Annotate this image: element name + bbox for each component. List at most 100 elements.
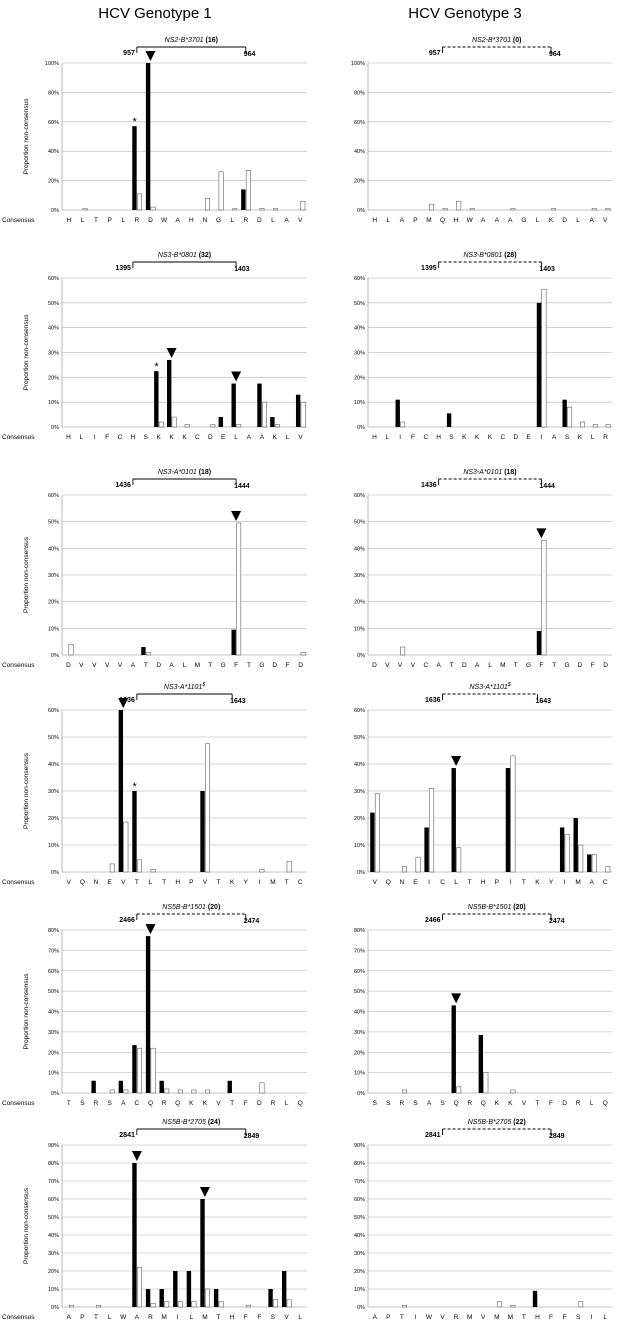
category-label: A — [589, 879, 594, 886]
y-tick-label: 20% — [354, 1050, 365, 1056]
category-label: Q — [148, 1100, 153, 1107]
escape-arrow — [451, 756, 462, 767]
significance-star: * — [133, 116, 138, 128]
category-label: E — [107, 879, 112, 886]
category-label: H — [436, 434, 441, 441]
escape-arrow — [451, 993, 462, 1004]
category-label: F — [244, 1100, 248, 1107]
epitope-start-position: 1395 — [115, 265, 131, 272]
category-label: I — [509, 879, 511, 886]
category-label: H — [230, 1314, 235, 1321]
y-tick-label: 60% — [48, 120, 59, 126]
bar-white — [150, 1047, 156, 1094]
category-label: M — [202, 1314, 207, 1321]
bar-white — [137, 1267, 142, 1308]
y-tick-label: 20% — [354, 375, 365, 381]
y-tick-label: 40% — [48, 546, 59, 552]
bar-white — [137, 1047, 142, 1094]
category-label: F — [234, 662, 238, 669]
category-label: P — [107, 217, 111, 224]
y-tick-label: 0% — [51, 870, 59, 876]
category-label: A — [284, 217, 289, 224]
bar-white — [218, 171, 224, 211]
chart-panel-0-3: 0% 10% 20% 30% 40% 50% 60% Proportion non-conse… — [2, 682, 307, 886]
bar-white — [150, 1303, 156, 1308]
category-label: R — [243, 217, 248, 224]
y-tick-label: 30% — [48, 789, 59, 795]
bar-white — [236, 522, 242, 656]
category-label: R — [467, 1100, 472, 1107]
category-label: C — [118, 434, 123, 441]
chart-panel-1-2: 0%10%20%30%40%50%60%D V V V C A T D A L M T G F T G D F D1… — [354, 469, 612, 669]
epitope-start-position: 2466 — [425, 917, 441, 924]
bar-white — [205, 1288, 210, 1308]
bar-white — [232, 208, 238, 211]
y-tick-label: 0% — [357, 208, 365, 214]
chart-panel-0-1: 0% 10% 20% 30% 40% 50% 60% Proportion non-conse… — [2, 252, 307, 441]
category-label: K — [488, 434, 493, 441]
category-label: F — [549, 1100, 553, 1107]
category-label: S — [576, 1314, 581, 1321]
category-label: T — [230, 1100, 234, 1107]
category-label: F — [257, 1314, 261, 1321]
bar-white — [82, 208, 88, 211]
y-tick-label: 80% — [48, 928, 59, 934]
y-axis-label: Proportion non-consensus — [23, 752, 30, 829]
category-label: V — [203, 879, 208, 886]
category-label: V — [385, 662, 390, 669]
epitope-title: NS3-A*0101 (18) — [463, 469, 516, 476]
category-label: L — [590, 1100, 594, 1107]
y-tick-label: 60% — [48, 493, 59, 499]
y-tick-label: 100% — [351, 61, 365, 67]
category-label: C — [195, 434, 200, 441]
epitope-title: NS2-B*3701 (16) — [165, 37, 218, 44]
category-label: M — [508, 1314, 513, 1321]
y-tick-label: 40% — [354, 1010, 365, 1016]
category-label: Y — [549, 879, 554, 886]
epitope-start-position: 1636 — [425, 697, 441, 704]
y-tick-label: 50% — [354, 735, 365, 741]
bar-black — [173, 1271, 178, 1307]
category-label: C — [440, 879, 445, 886]
category-label: T — [217, 1314, 221, 1321]
category-label: N — [400, 879, 405, 886]
epitope-start-position: 1436 — [421, 482, 437, 489]
category-label: K — [169, 434, 174, 441]
category-label: H — [535, 1314, 540, 1321]
category-label: P — [495, 879, 499, 886]
category-label: T — [535, 1100, 539, 1107]
category-label: A — [260, 434, 265, 441]
y-tick-label: 70% — [48, 948, 59, 954]
bar-black — [395, 399, 400, 427]
bar-black — [562, 399, 567, 427]
category-label: W — [426, 1314, 433, 1321]
bar-white — [164, 1088, 170, 1094]
bar-white — [402, 1304, 407, 1308]
category-label: V — [105, 662, 110, 669]
category-label: T — [247, 662, 251, 669]
category-label: V — [79, 662, 84, 669]
y-tick-label: 70% — [354, 948, 365, 954]
category-label: E — [413, 879, 418, 886]
category-label: L — [271, 217, 275, 224]
category-label: A — [176, 217, 181, 224]
column-title-genotype-1: HCV Genotype 1 — [98, 5, 211, 22]
epitope-end-position: 964 — [244, 51, 256, 58]
category-label: F — [563, 1314, 567, 1321]
y-tick-label: 100% — [45, 61, 59, 67]
category-label: F — [244, 1314, 248, 1321]
bar-white — [456, 200, 462, 211]
bar-white — [591, 208, 597, 211]
y-tick-label: 70% — [354, 1179, 365, 1185]
category-label: T — [400, 1314, 404, 1321]
category-label: H — [189, 217, 194, 224]
y-tick-label: 60% — [354, 969, 365, 975]
bar-white — [510, 755, 516, 873]
bar-black — [159, 1080, 164, 1093]
category-label: M — [494, 1314, 499, 1321]
y-tick-label: 10% — [354, 626, 365, 632]
bar-black — [145, 1289, 151, 1307]
bar-white — [137, 193, 142, 211]
category-label: T — [94, 217, 98, 224]
y-tick-label: 10% — [48, 626, 59, 632]
